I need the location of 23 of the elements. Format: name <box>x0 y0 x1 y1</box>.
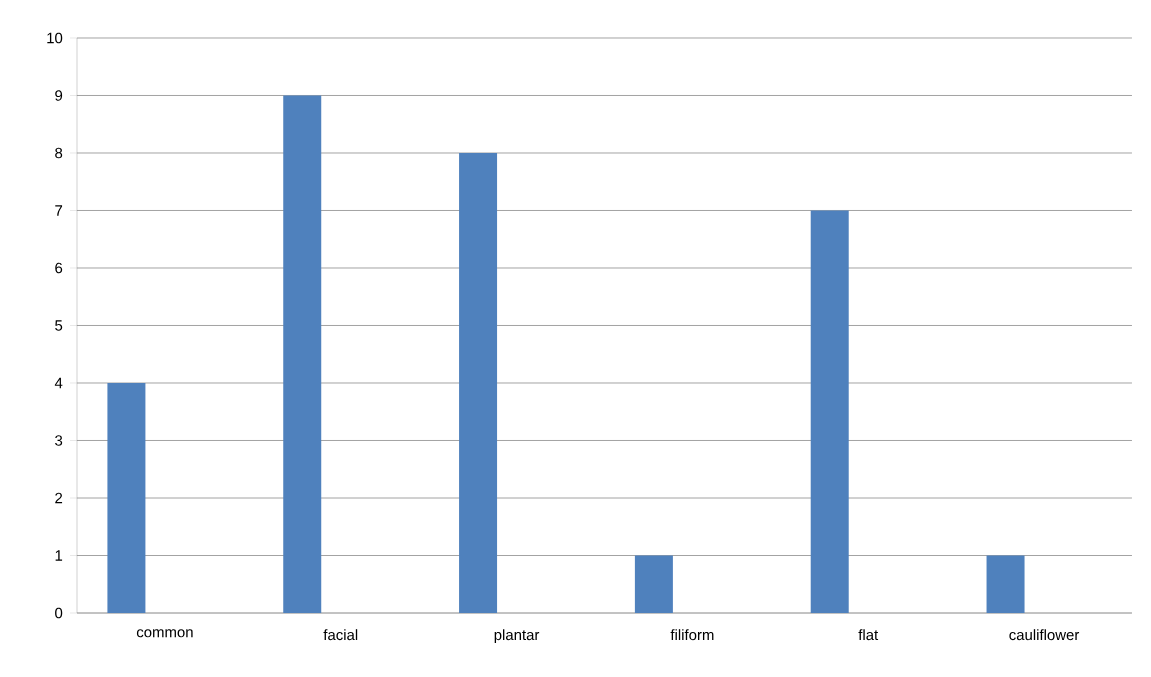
x-tick-label: common <box>136 629 193 638</box>
y-tick-label: 2 <box>55 492 63 504</box>
y-tick-label: 4 <box>54 377 63 389</box>
x-tick-label: facial <box>323 629 358 641</box>
y-tick-label: 3 <box>55 435 63 446</box>
bar <box>283 95 322 613</box>
y-tick-label: 9 <box>55 90 63 101</box>
bar <box>107 383 146 613</box>
x-tick-label: flat <box>858 629 879 641</box>
y-tick-label: 0 <box>55 607 63 619</box>
x-tick-label: filiform <box>670 629 714 641</box>
bar <box>634 555 673 613</box>
bar <box>810 210 849 613</box>
y-tick-label: 10 <box>47 32 63 44</box>
y-tick-label: 6 <box>55 262 63 274</box>
x-tick-label: plantar <box>494 629 540 644</box>
y-tick-label: 7 <box>55 205 63 216</box>
bar <box>986 555 1025 613</box>
y-tick-label: 1 <box>55 550 63 561</box>
x-tick-label: cauliflower <box>1009 629 1080 641</box>
y-tick-label: 5 <box>55 320 63 331</box>
bar <box>459 153 498 613</box>
y-tick-label: 8 <box>55 147 63 159</box>
